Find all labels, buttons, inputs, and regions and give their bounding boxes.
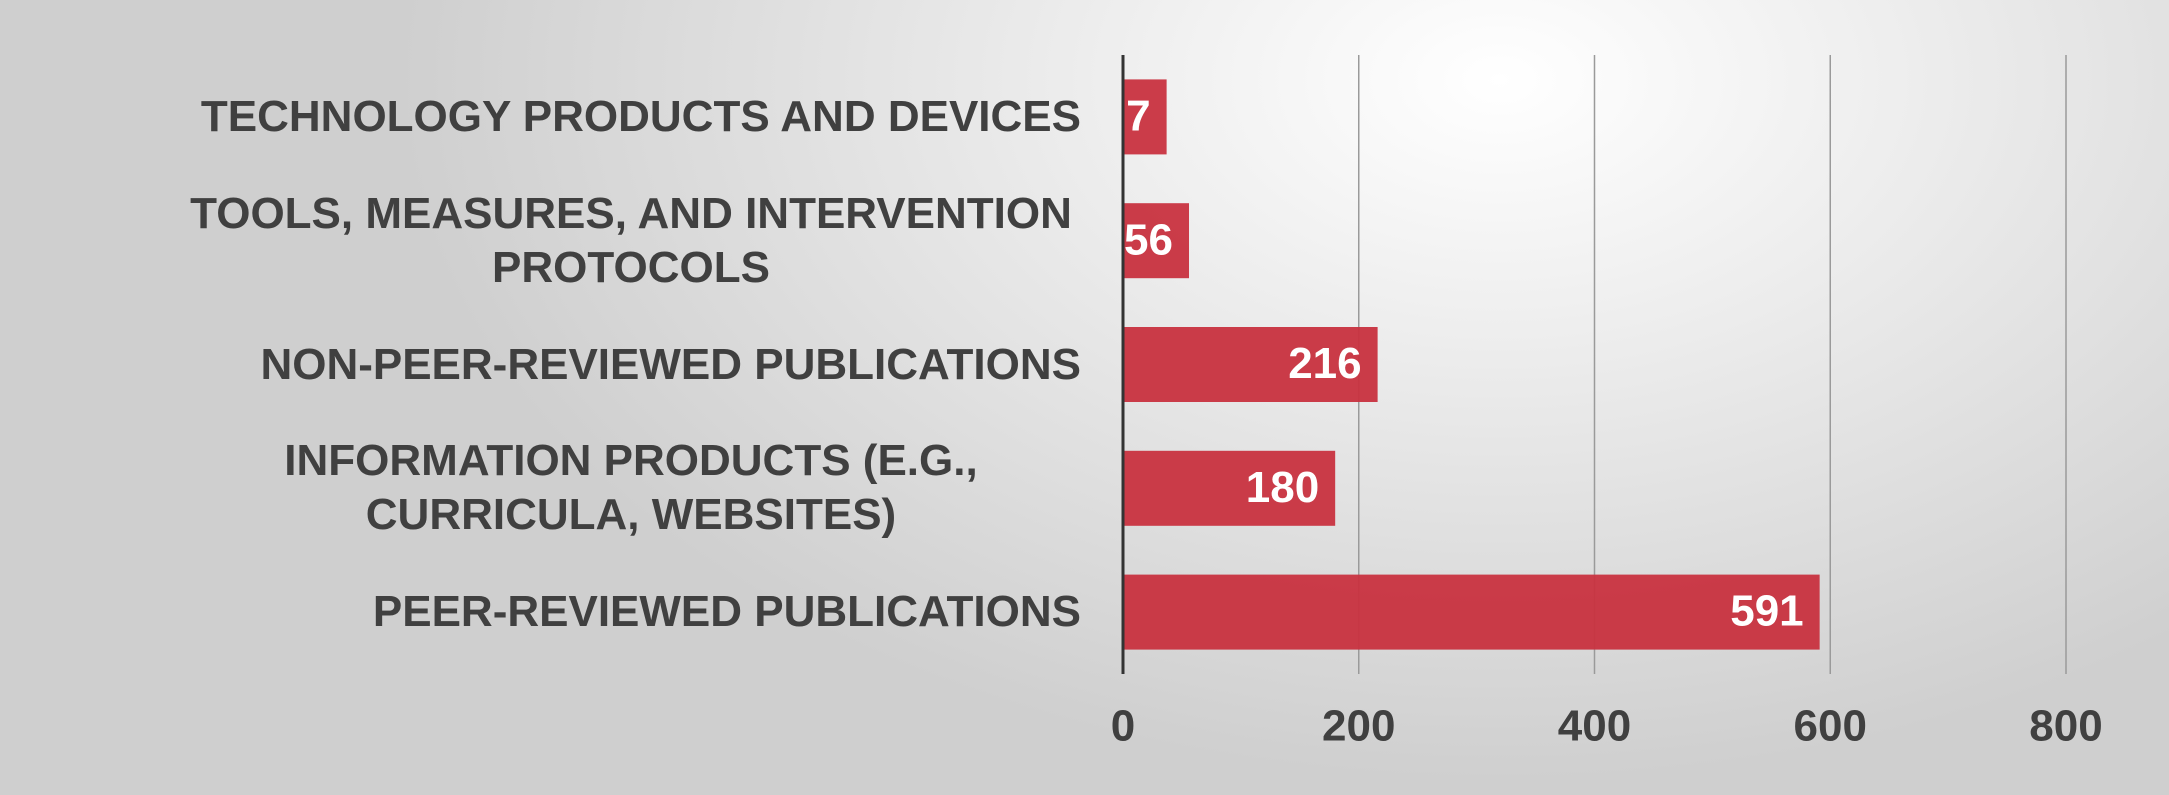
category-label: PEER-REVIEWED PUBLICATIONS <box>372 587 1081 637</box>
data-label: 180 <box>1246 463 1319 512</box>
category-label: TOOLS, MEASURES, AND INTERVENTION PROTOC… <box>190 188 1072 292</box>
category-label: TECHNOLOGY PRODUCTS AND DEVICES <box>200 91 1081 141</box>
x-tick-label: 0 <box>1111 702 1135 751</box>
data-label: 37 <box>1102 92 1151 141</box>
x-tick-label: 800 <box>2029 702 2102 751</box>
category-label-box: INFORMATION PRODUCTS (E.G., CURRICULA, W… <box>181 433 1081 543</box>
bar <box>1123 574 1820 650</box>
data-label: 216 <box>1288 339 1361 388</box>
x-tick-label: 200 <box>1322 702 1395 751</box>
bar <box>1123 79 1167 155</box>
category-label-box: TECHNOLOGY PRODUCTS AND DEVICES <box>181 62 1081 172</box>
data-label: 591 <box>1730 587 1803 636</box>
bar <box>1123 203 1190 279</box>
x-tick-label: 600 <box>1794 702 1867 751</box>
category-label-box: TOOLS, MEASURES, AND INTERVENTION PROTOC… <box>181 186 1081 296</box>
bar <box>1123 327 1378 402</box>
x-tick-label: 400 <box>1558 702 1631 751</box>
data-label: 56 <box>1124 215 1173 264</box>
category-label: NON-PEER-REVIEWED PUBLICATIONS <box>260 339 1081 389</box>
bar <box>1123 450 1336 526</box>
category-label-box: PEER-REVIEWED PUBLICATIONS <box>181 557 1081 667</box>
category-label-box: NON-PEER-REVIEWED PUBLICATIONS <box>181 310 1081 420</box>
category-label: INFORMATION PRODUCTS (E.G., CURRICULA, W… <box>284 436 978 540</box>
